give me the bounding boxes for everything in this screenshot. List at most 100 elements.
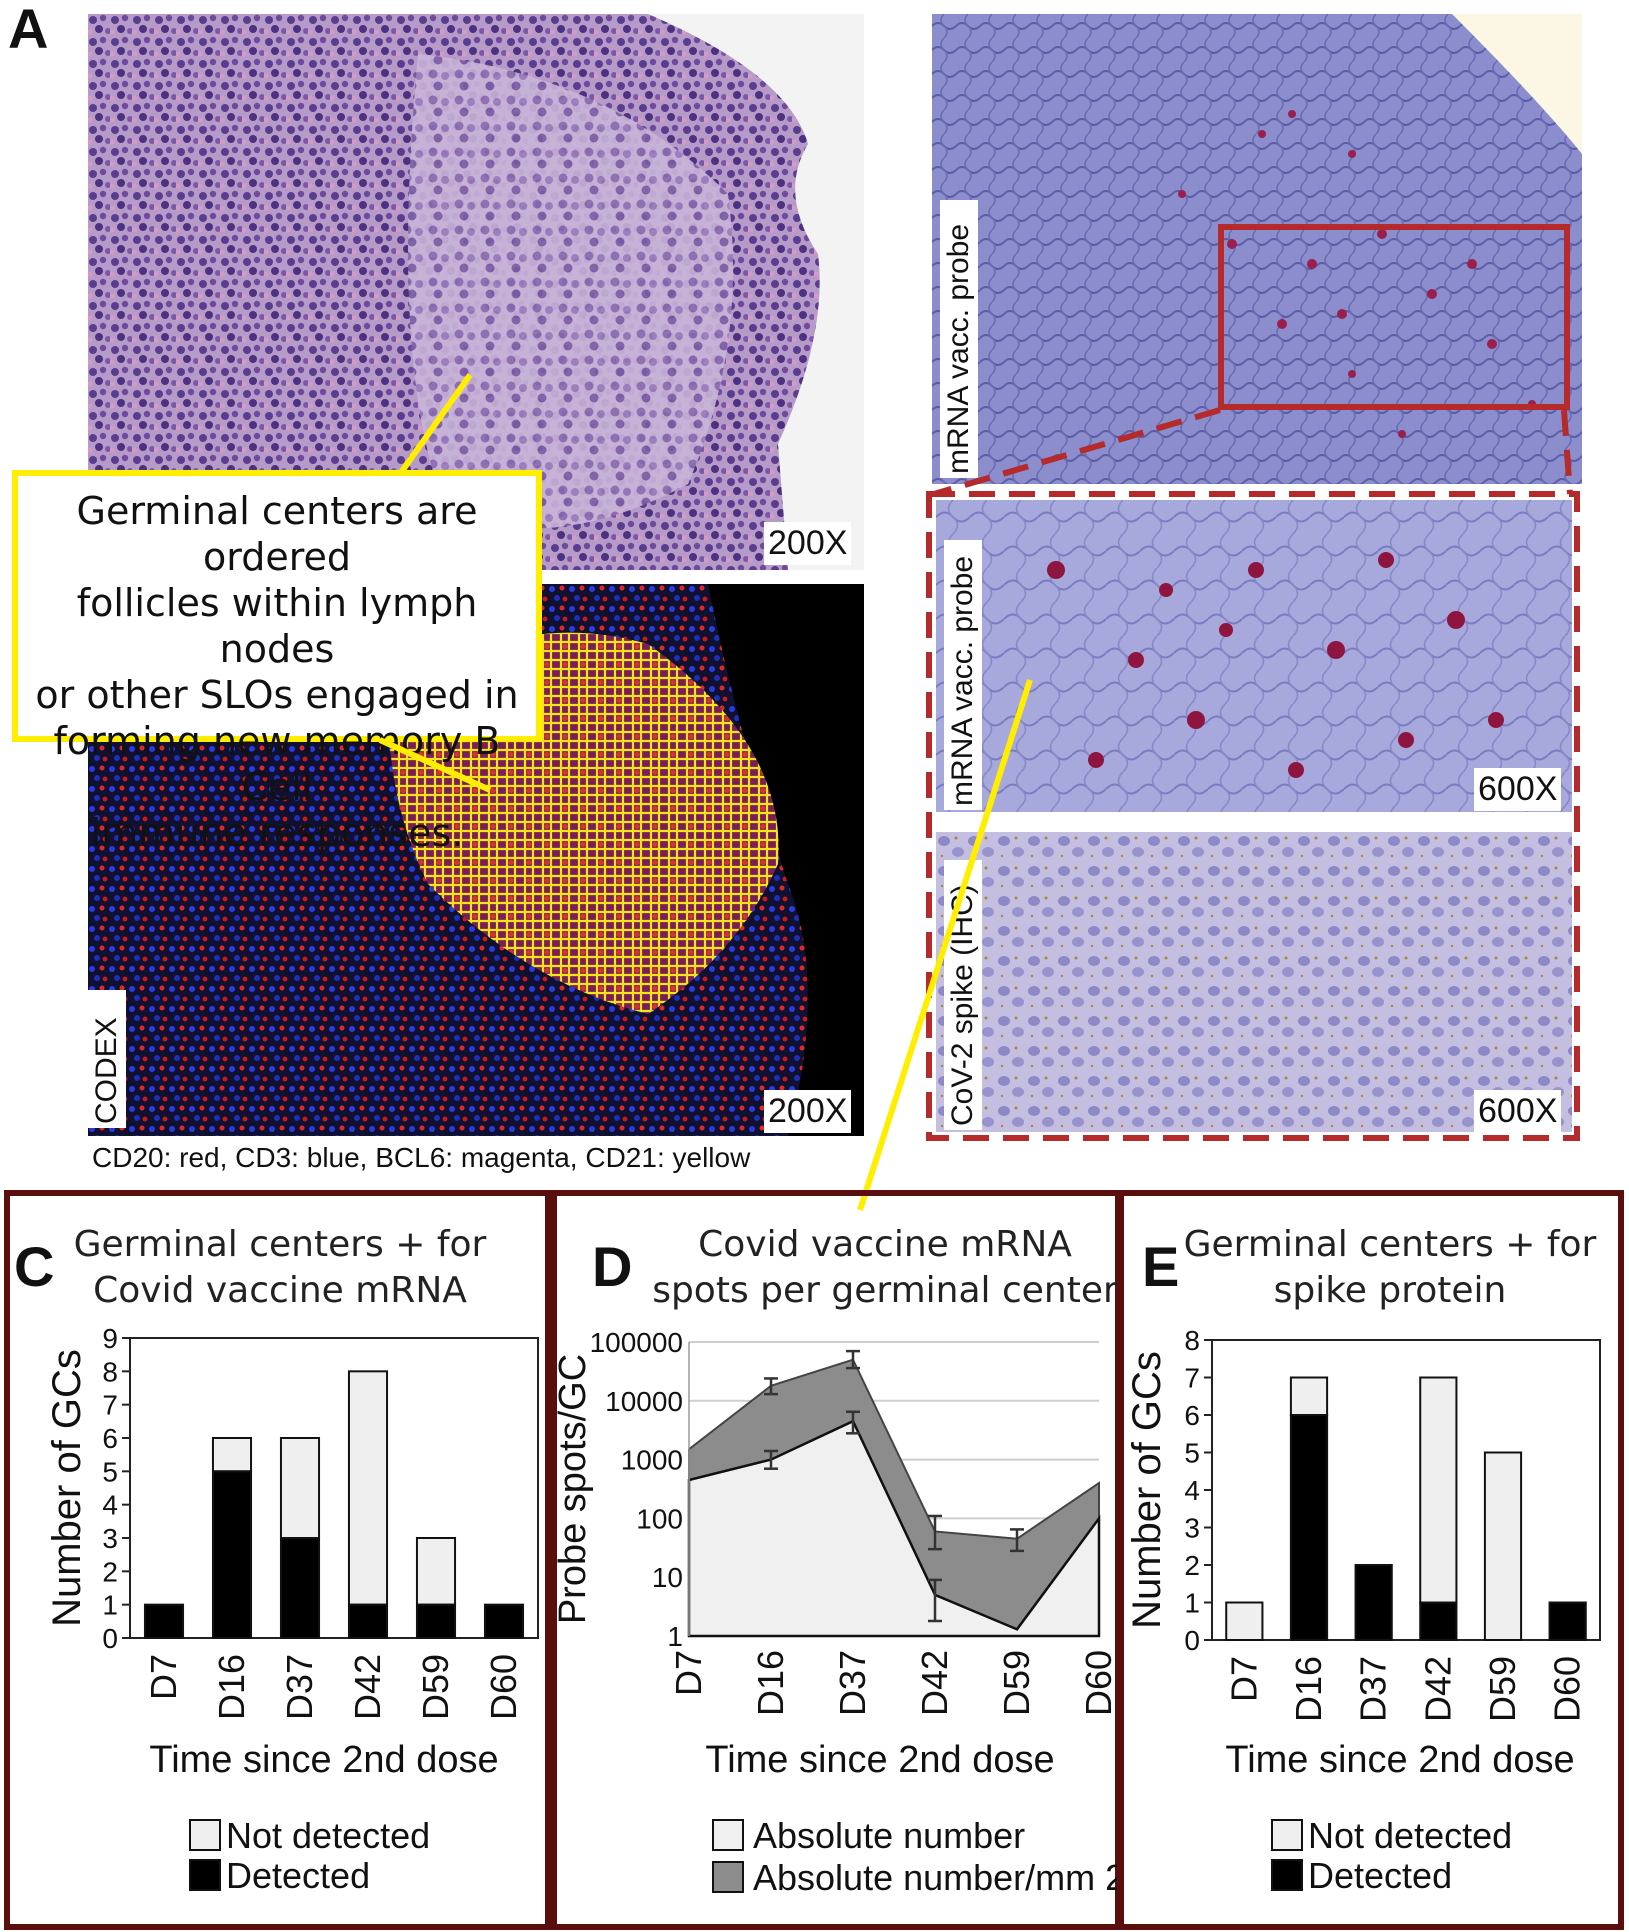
- x-axis-label: Time since 2nd dose: [1225, 1739, 1574, 1781]
- x-tick-label: D42: [914, 1650, 955, 1716]
- bar-detected: [415, 1603, 457, 1639]
- bar-detected: [211, 1470, 253, 1639]
- x-tick-label: D37: [279, 1654, 320, 1720]
- ish-zoom-magnification: 600X: [1474, 768, 1562, 811]
- y-tick-label: 3: [102, 1523, 118, 1554]
- ihc-magnification: 600X: [1474, 1090, 1562, 1133]
- y-tick-label: 1000: [621, 1445, 683, 1476]
- callout-line: immune responses.: [90, 811, 464, 855]
- legend-swatch-not-detected: [189, 1819, 221, 1851]
- panel-label-c: C: [14, 1235, 55, 1298]
- y-tick-label: 4: [1184, 1475, 1200, 1506]
- chart-d-title: Covid vaccine mRNA spots per germinal ce…: [650, 1222, 1120, 1314]
- x-tick-label: D59: [996, 1650, 1037, 1716]
- legend-label: Not detected: [226, 1815, 430, 1856]
- chart-d-title-line: Covid vaccine mRNA: [698, 1224, 1072, 1265]
- chart-e-title-line: spike protein: [1273, 1270, 1507, 1311]
- legend-swatch-detected: [1271, 1859, 1303, 1891]
- legend-swatch-not-detected: [1271, 1819, 1303, 1851]
- y-tick-label: 10000: [605, 1386, 683, 1417]
- panel-label-d: D: [592, 1235, 633, 1298]
- y-tick-label: 100: [636, 1503, 683, 1534]
- zoom-connector: [926, 407, 1580, 1141]
- y-tick-label: 10: [652, 1562, 683, 1593]
- germinal-center-callout: Germinal centers are ordered follicles w…: [12, 470, 542, 855]
- bar-detected: [279, 1537, 321, 1639]
- x-tick-label: D59: [1482, 1656, 1523, 1722]
- bar-not-detected: [415, 1537, 457, 1606]
- bar-not-detected: [1419, 1376, 1458, 1604]
- legend-label: Not detected: [1308, 1815, 1512, 1856]
- y-tick-label: 0: [1184, 1625, 1200, 1656]
- x-tick-label: D42: [1417, 1656, 1458, 1722]
- x-tick-label: D7: [668, 1650, 709, 1696]
- y-tick-label: 7: [102, 1390, 118, 1421]
- x-tick-label: D7: [143, 1654, 184, 1700]
- y-tick-label: 1: [102, 1590, 118, 1621]
- legend-label: Absolute number: [753, 1815, 1025, 1856]
- y-axis-label: Probe spots/GC: [557, 1354, 594, 1624]
- y-tick-label: 1: [1184, 1588, 1200, 1619]
- bar-not-detected: [347, 1370, 389, 1606]
- x-tick-label: D60: [483, 1654, 524, 1720]
- ihc-image: [936, 832, 1572, 1132]
- chart-e: 0 1 2 3 4 5 6 7 8 D7 D16 D37 D42 D59 D60 Number of GCs T…: [1125, 1325, 1601, 1896]
- bar-not-detected: [1289, 1376, 1329, 1416]
- bar-detected: [143, 1603, 185, 1639]
- callout-line: or other SLOs engaged in: [35, 673, 519, 717]
- plot-frame: [1211, 1339, 1601, 1641]
- bar-detected: [1419, 1601, 1458, 1641]
- x-tick-label: D16: [1288, 1656, 1329, 1722]
- panel-label-e: E: [1142, 1235, 1180, 1298]
- he-magnification: 200X: [764, 522, 852, 565]
- y-tick-label: 1: [667, 1621, 683, 1652]
- plot-frame: [129, 1337, 539, 1639]
- y-tick-label: 2: [102, 1556, 118, 1587]
- panel-c-frame: [4, 1190, 551, 1930]
- codex-magnification: 200X: [764, 1090, 852, 1133]
- y-tick-label: 5: [1184, 1438, 1200, 1469]
- y-axis-label: Number of GCs: [45, 1349, 89, 1627]
- y-axis-label: Number of GCs: [1125, 1351, 1169, 1629]
- y-tick-label: 8: [1184, 1325, 1200, 1356]
- y-tick-label: 9: [102, 1323, 118, 1354]
- chart-c-title-line: Germinal centers + for: [73, 1224, 487, 1265]
- bar-not-detected: [1483, 1451, 1523, 1641]
- y-tick-label: 6: [1184, 1400, 1200, 1431]
- y-tick-label: 7: [1184, 1363, 1200, 1394]
- y-tick-label: 0: [102, 1623, 118, 1654]
- y-tick-label: 5: [102, 1456, 118, 1487]
- y-tick-label: 4: [102, 1490, 118, 1521]
- x-axis-label: Time since 2nd dose: [705, 1739, 1054, 1781]
- chart-d: 1 10 100 1000 10000 100000 D7 D16 D37 D42 D59 D60 Pr…: [557, 1327, 1117, 1898]
- y-tick-label: 3: [1184, 1513, 1200, 1544]
- bar-detected: [1289, 1414, 1329, 1641]
- bar-not-detected: [279, 1437, 321, 1539]
- x-tick-label: D59: [415, 1654, 456, 1720]
- y-tick-label: 6: [102, 1423, 118, 1454]
- bar-detected: [483, 1603, 525, 1639]
- legend-label: Detected: [1308, 1855, 1452, 1896]
- chart-c-title-line: Covid vaccine mRNA: [93, 1270, 467, 1311]
- bar-detected: [347, 1603, 389, 1639]
- callout-line: follicles within lymph nodes: [76, 581, 478, 671]
- x-tick-label: D7: [1223, 1656, 1264, 1702]
- ish-zoom-image: [936, 500, 1572, 812]
- ish-zoom-micrograph: [936, 500, 1572, 812]
- y-tick-label: 8: [102, 1356, 118, 1387]
- bar-not-detected: [1225, 1601, 1264, 1641]
- x-tick-label: D60: [1547, 1656, 1588, 1722]
- x-tick-label: D37: [832, 1650, 873, 1716]
- chart-d-title-line: spots per germinal center: [652, 1270, 1118, 1311]
- bar-detected: [1354, 1564, 1393, 1641]
- bar-not-detected: [211, 1437, 253, 1473]
- callout-line: forming new memory B Cell: [53, 719, 501, 809]
- codex-caption: CD20: red, CD3: blue, BCL6: magenta, CD2…: [92, 1142, 751, 1173]
- x-tick-label: D16: [211, 1654, 252, 1720]
- legend-label: Detected: [226, 1855, 370, 1896]
- x-axis-label: Time since 2nd dose: [149, 1739, 498, 1781]
- legend-label: Absolute number/mm 2: [753, 1857, 1117, 1898]
- bar-detected: [1548, 1601, 1587, 1641]
